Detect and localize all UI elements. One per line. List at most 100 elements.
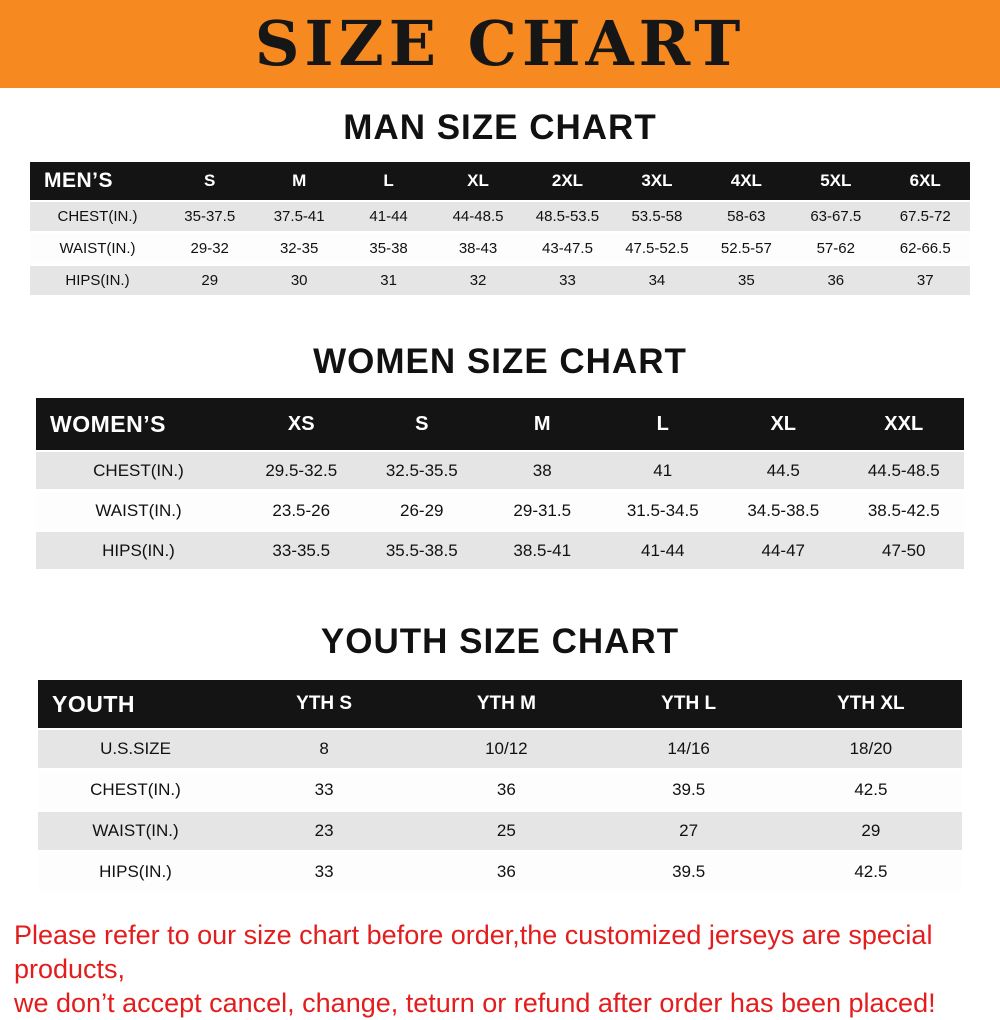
size-header-cell: XS — [287, 412, 315, 435]
table-row: WAIST(IN.) 29-32 32-35 35-38 38-43 43-47.5 47.… — [30, 234, 970, 266]
size-chart-banner: SIZE CHART — [0, 0, 1000, 88]
value-cell: 43-47.5 — [542, 240, 593, 257]
value-cell: 44-48.5 — [452, 208, 504, 225]
value-cell: 44.5 — [766, 460, 800, 480]
table-header-row: WOMEN’S XS S M L XL XXL — [36, 398, 964, 452]
row-label: WAIST(IN.) — [95, 500, 182, 520]
value-cell: 31 — [380, 272, 397, 289]
value-cell: 67.5-72 — [899, 208, 951, 225]
value-cell: 38.5-41 — [513, 540, 572, 560]
value-cell: 37 — [916, 272, 934, 289]
size-header-cell: YTH L — [661, 693, 717, 714]
row-label: HIPS(IN.) — [102, 540, 175, 560]
table-row: CHEST(IN.) 33 36 39.5 42.5 — [38, 771, 962, 812]
value-cell: 39.5 — [672, 780, 706, 799]
value-cell: 32-35 — [279, 240, 319, 257]
value-cell: 41-44 — [369, 208, 408, 225]
value-cell: 33 — [314, 862, 334, 881]
table-title-cell: MEN’S — [44, 169, 114, 192]
table-row: CHEST(IN.) 35-37.5 37.5-41 41-44 44-48.5 48.5… — [30, 202, 970, 234]
value-cell: 29.5-32.5 — [265, 460, 338, 480]
value-cell: 53.5-58 — [631, 208, 683, 225]
row-label: U.S.SIZE — [100, 739, 171, 758]
size-header-cell: YTH S — [296, 693, 353, 714]
value-cell: 42.5 — [854, 780, 888, 799]
size-header-cell: YTH M — [476, 693, 536, 714]
value-cell: 35.5-38.5 — [385, 540, 458, 560]
value-cell: 41-44 — [641, 540, 685, 560]
value-cell: 29-31.5 — [513, 500, 572, 520]
row-label: CHEST(IN.) — [57, 208, 138, 225]
value-cell: 33-35.5 — [272, 540, 331, 560]
youth-size-table: YOUTH YTH S YTH M YTH L YTH XL U.S.SIZE 8 10/12… — [38, 680, 962, 894]
value-cell: 63-67.5 — [810, 208, 862, 225]
value-cell: 26-29 — [400, 500, 444, 520]
value-cell: 48.5-53.5 — [535, 208, 600, 225]
table-row: CHEST(IN.) 29.5-32.5 32.5-35.5 38 41 44.5 44.5… — [36, 452, 964, 492]
value-cell: 39.5 — [672, 862, 706, 881]
table-row: WAIST(IN.) 23.5-26 26-29 29-31.5 31.5-34.5 34… — [36, 492, 964, 532]
table-row: WAIST(IN.) 23 25 27 29 — [38, 812, 962, 853]
disclaimer-line-2: we don’t accept cancel, change, teturn o… — [14, 988, 936, 1018]
row-label: CHEST(IN.) — [90, 780, 181, 799]
table-row: U.S.SIZE 8 10/12 14/16 18/20 — [38, 730, 962, 771]
value-cell: 14/16 — [667, 739, 710, 758]
value-cell: 47.5-52.5 — [625, 240, 689, 257]
size-header-cell: L — [656, 412, 669, 435]
size-header-cell: S — [415, 412, 429, 435]
value-cell: 58-63 — [727, 208, 766, 225]
men-size-table: MEN’S S M L XL 2XL 3XL 4XL 5XL 6XL CHEST(IN.) 35-37… — [30, 162, 970, 298]
value-cell: 35 — [738, 272, 755, 289]
row-label: CHEST(IN.) — [93, 460, 184, 480]
value-cell: 42.5 — [854, 862, 888, 881]
value-cell: 41 — [653, 460, 673, 480]
value-cell: 32 — [469, 272, 487, 289]
value-cell: 27 — [679, 821, 699, 840]
value-cell: 44.5-48.5 — [867, 460, 940, 480]
value-cell: 34 — [648, 272, 666, 289]
row-label: WAIST(IN.) — [92, 821, 179, 840]
value-cell: 33 — [314, 780, 334, 799]
value-cell: 35-37.5 — [184, 208, 236, 225]
size-header-cell: 4XL — [730, 171, 762, 190]
size-header-cell: XL — [467, 171, 489, 190]
value-cell: 37.5-41 — [273, 208, 325, 225]
value-cell: 10/12 — [485, 739, 528, 758]
size-header-cell: 3XL — [641, 171, 673, 190]
value-cell: 35-38 — [369, 240, 408, 257]
banner-title: SIZE CHART — [254, 7, 746, 80]
size-header-cell: 5XL — [820, 171, 852, 190]
value-cell: 36 — [827, 272, 845, 289]
youth-section-heading: YOUTH SIZE CHART — [320, 622, 680, 661]
size-header-cell: L — [383, 171, 394, 190]
value-cell: 36 — [496, 862, 516, 881]
size-header-cell: 6XL — [909, 171, 941, 190]
value-cell: 29 — [201, 272, 219, 289]
value-cell: 47-50 — [882, 540, 926, 560]
men-section-heading: MAN SIZE CHART — [343, 108, 657, 147]
value-cell: 23 — [314, 821, 334, 840]
table-header-row: YOUTH YTH S YTH M YTH L YTH XL — [38, 680, 962, 730]
value-cell: 29 — [861, 821, 881, 840]
value-cell: 33 — [559, 272, 576, 289]
table-row: HIPS(IN.) 33-35.5 35.5-38.5 38.5-41 41-44 44-… — [36, 532, 964, 572]
size-header-cell: M — [292, 171, 307, 190]
women-size-table: WOMEN’S XS S M L XL XXL CHEST(IN.) 29.5-32.5 32.5… — [36, 398, 964, 572]
value-cell: 25 — [496, 821, 516, 840]
value-cell: 44-47 — [761, 540, 805, 560]
value-cell: 29-32 — [190, 240, 229, 257]
value-cell: 62-66.5 — [899, 240, 951, 257]
size-header-cell: M — [533, 412, 551, 435]
row-label: HIPS(IN.) — [99, 862, 172, 881]
value-cell: 57-62 — [816, 240, 855, 257]
size-header-cell: S — [204, 171, 216, 190]
disclaimer-text: Please refer to our size chart before or… — [0, 918, 1000, 1020]
size-header-cell: XL — [770, 412, 797, 435]
value-cell: 18/20 — [849, 739, 893, 758]
disclaimer-line-1: Please refer to our size chart before or… — [14, 920, 933, 984]
value-cell: 38.5-42.5 — [867, 500, 940, 520]
value-cell: 30 — [290, 272, 308, 289]
value-cell: 38-43 — [458, 240, 498, 257]
value-cell: 38 — [532, 460, 552, 480]
value-cell: 32.5-35.5 — [385, 460, 458, 480]
